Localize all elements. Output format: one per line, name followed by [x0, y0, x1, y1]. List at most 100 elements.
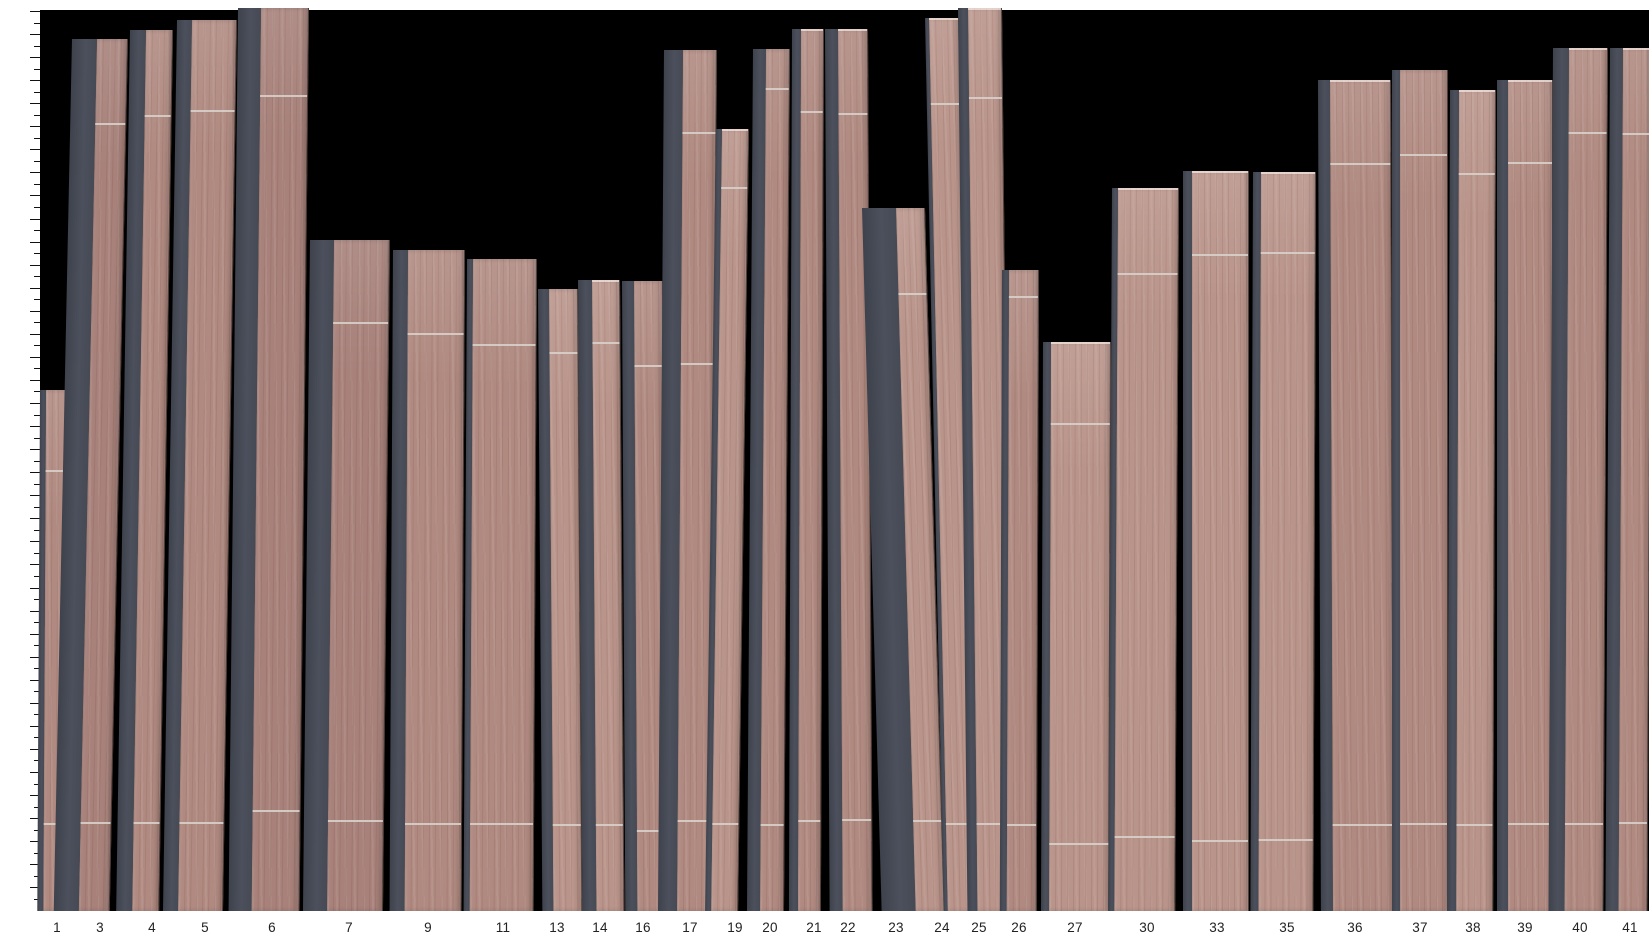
x-axis-label-3: 3	[96, 920, 104, 935]
board-face-wood	[1114, 188, 1179, 911]
chalk-mark	[549, 352, 578, 354]
chalk-mark	[1050, 423, 1110, 425]
axis-tick	[34, 161, 40, 162]
board-39	[1497, 80, 1553, 911]
chalk-mark	[765, 88, 789, 90]
board-face-wood	[797, 29, 824, 911]
axis-tick	[30, 149, 40, 150]
axis-tick	[30, 541, 40, 542]
chalk-mark	[470, 823, 534, 825]
axis-tick	[30, 242, 40, 243]
board-11	[463, 259, 537, 911]
axis-tick	[30, 680, 40, 681]
axis-tick	[34, 230, 40, 231]
chalk-mark	[1622, 133, 1649, 135]
x-axis-label-1: 1	[53, 920, 61, 935]
chalk-mark	[1400, 154, 1447, 156]
board-30	[1108, 188, 1179, 911]
board-9	[389, 250, 465, 911]
chalk-mark	[407, 333, 464, 335]
x-axis-label-20: 20	[762, 920, 778, 935]
board-top-highlight	[1568, 48, 1607, 50]
axis-tick	[30, 634, 40, 635]
axis-tick	[34, 184, 40, 185]
board-face-wood	[1049, 342, 1111, 911]
chalk-mark	[1117, 273, 1178, 275]
board-face-wood	[1258, 172, 1316, 911]
board-edge	[1392, 70, 1400, 911]
axis-tick	[30, 703, 40, 704]
x-axis-label-4: 4	[148, 920, 156, 935]
chalk-mark	[1192, 840, 1248, 842]
x-axis-label-22: 22	[840, 920, 856, 935]
x-axis-label-13: 13	[549, 920, 565, 935]
chalk-mark	[1456, 824, 1493, 826]
chalk-mark	[680, 363, 714, 365]
axis-tick	[30, 772, 40, 773]
axis-tick	[34, 46, 40, 47]
axis-tick	[34, 507, 40, 508]
x-axis-label-25: 25	[971, 920, 987, 935]
axis-tick	[30, 518, 40, 519]
axis-tick	[34, 391, 40, 392]
axis-tick	[30, 172, 40, 173]
x-axis-label-40: 40	[1572, 920, 1588, 935]
chalk-mark	[913, 820, 942, 822]
axis-tick	[30, 495, 40, 496]
axis-tick	[30, 103, 40, 104]
axis-tick	[30, 588, 40, 589]
board-face-wood	[1456, 90, 1496, 911]
axis-tick	[34, 737, 40, 738]
axis-tick	[34, 299, 40, 300]
x-axis-label-26: 26	[1011, 920, 1027, 935]
axis-tick	[34, 322, 40, 323]
chalk-mark	[472, 344, 536, 346]
chalk-mark	[95, 123, 126, 125]
axis-tick	[30, 564, 40, 565]
board-7	[302, 240, 390, 911]
axis-tick	[30, 195, 40, 196]
axis-tick	[30, 34, 40, 35]
x-axis-label-41: 41	[1622, 920, 1638, 935]
chalk-mark	[898, 293, 927, 295]
axis-tick	[34, 415, 40, 416]
board-top-highlight	[721, 129, 748, 131]
axis-tick	[34, 207, 40, 208]
axis-tick	[34, 830, 40, 831]
axis-tick	[34, 853, 40, 854]
axis-tick	[30, 657, 40, 658]
axis-tick	[34, 484, 40, 485]
chalk-mark	[634, 365, 663, 367]
x-axis-label-16: 16	[635, 920, 651, 935]
board-14	[578, 280, 625, 911]
axis-tick	[34, 253, 40, 254]
axis-tick	[30, 795, 40, 796]
chalk-mark	[1508, 823, 1552, 825]
chalk-mark	[1192, 254, 1248, 256]
axis-tick	[34, 461, 40, 462]
chalk-mark	[144, 115, 171, 117]
axis-tick	[30, 403, 40, 404]
board-top-highlight	[1050, 342, 1110, 344]
x-axis-label-36: 36	[1347, 920, 1363, 935]
board-face-wood	[592, 280, 625, 911]
board-35	[1250, 172, 1316, 911]
chalk-mark	[1114, 836, 1175, 838]
axis-tick	[34, 345, 40, 346]
chalk-mark	[1049, 843, 1109, 845]
chalk-mark	[1564, 823, 1603, 825]
chalk-mark	[179, 822, 224, 824]
board-edge	[1183, 171, 1192, 911]
axis-tick	[30, 11, 40, 12]
chalk-mark	[1400, 823, 1447, 825]
board-36	[1318, 80, 1394, 911]
axis-tick	[34, 276, 40, 277]
chalk-mark	[1458, 173, 1495, 175]
axis-tick	[30, 864, 40, 865]
board-top-highlight	[1622, 48, 1649, 50]
board-top-highlight	[968, 8, 1002, 10]
x-axis-label-6: 6	[268, 920, 276, 935]
x-axis-label-17: 17	[682, 920, 698, 935]
chalk-mark	[800, 111, 823, 113]
